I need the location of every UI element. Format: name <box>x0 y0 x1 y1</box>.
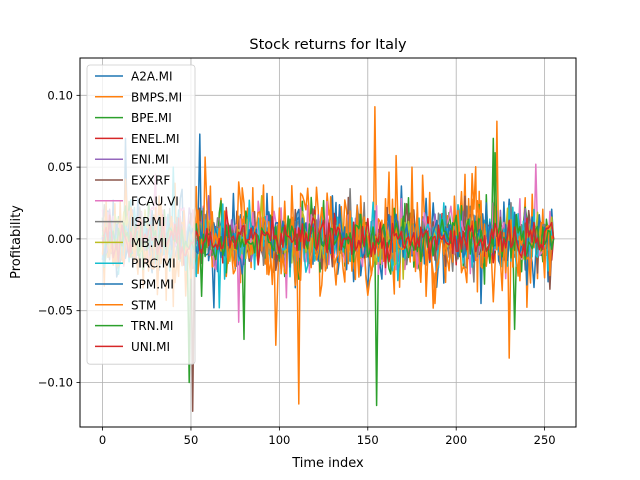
legend-entry: PIRC.MI <box>95 257 176 271</box>
y-tick-label: 0.00 <box>47 232 73 246</box>
legend-box <box>86 64 196 365</box>
legend-label: A2A.MI <box>131 70 173 84</box>
x-tick-label: 250 <box>534 433 556 447</box>
legend-label: ISP.MI <box>131 215 165 229</box>
legend-entry: FCAU.VI <box>95 194 179 208</box>
legend-label: MB.MI <box>131 236 167 250</box>
legend-label: ENEL.MI <box>131 132 180 146</box>
legend-label: UNI.MI <box>131 340 170 354</box>
legend-entry: UNI.MI <box>95 340 170 354</box>
legend-entry: SPM.MI <box>95 278 174 292</box>
legend-entry: ENEL.MI <box>95 132 180 146</box>
y-tick-label: 0.10 <box>47 88 73 102</box>
legend-entry: ENI.MI <box>95 153 169 167</box>
legend-label: STM <box>131 298 156 312</box>
y-tick-label: −0.10 <box>38 375 73 389</box>
legend-label: EXXRF <box>131 174 170 188</box>
legend-label: PIRC.MI <box>131 257 176 271</box>
y-axis: −0.10 −0.05 0.00 0.05 0.10 <box>38 88 80 389</box>
legend-label: BPE.MI <box>131 111 172 125</box>
legend-entry: ISP.MI <box>95 215 165 229</box>
plot-frame <box>79 57 577 428</box>
legend-label: BMPS.MI <box>131 90 182 104</box>
x-tick-label: 0 <box>99 433 106 447</box>
y-tick-label: −0.05 <box>38 304 73 318</box>
x-axis: 0 50 100 150 200 250 <box>99 427 556 447</box>
x-tick-label: 150 <box>357 433 379 447</box>
y-axis-label: Profitability <box>9 205 24 279</box>
chart-title: Stock returns for Italy <box>249 37 407 53</box>
legend-entry: BMPS.MI <box>95 90 182 104</box>
legend-label: FCAU.VI <box>131 194 179 208</box>
y-tick-label: 0.05 <box>47 160 73 174</box>
legend-label: ENI.MI <box>131 153 169 167</box>
legend-entry: EXXRF <box>95 174 170 188</box>
legend-label: TRN.MI <box>130 319 173 333</box>
x-tick-label: 100 <box>268 433 290 447</box>
x-axis-label: Time index <box>291 456 364 471</box>
legend-entry: A2A.MI <box>95 70 173 84</box>
x-tick-label: 200 <box>445 433 467 447</box>
x-tick-label: 50 <box>184 433 199 447</box>
legend-entry: BPE.MI <box>95 111 172 125</box>
legend: A2A.MI BMPS.MI BPE.MI ENEL.MI ENI.MI EXXRF FCA… <box>86 64 196 365</box>
legend-entry: STM <box>95 298 156 312</box>
legend-entry: TRN.MI <box>95 319 173 333</box>
legend-label: SPM.MI <box>131 278 174 292</box>
legend-entry: MB.MI <box>95 236 167 250</box>
